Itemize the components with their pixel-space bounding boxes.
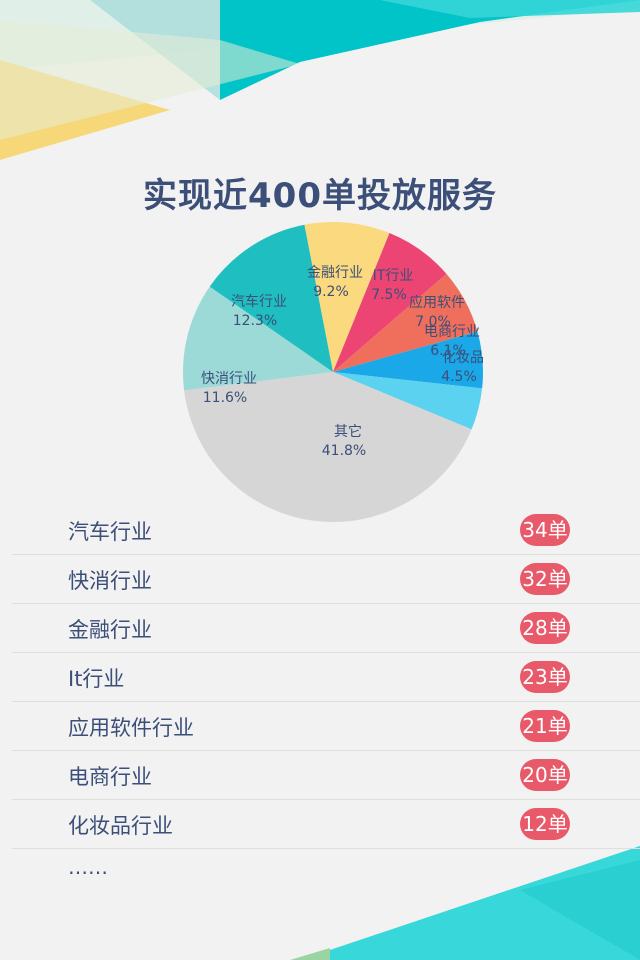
pie-value-1: 9.2%	[313, 284, 349, 300]
pie-slice-6	[184, 372, 472, 522]
pie-value-5: 4.5%	[441, 369, 477, 385]
list-item: 化妆品行业 12单	[12, 800, 640, 849]
pie-label-6: 其它	[334, 423, 362, 440]
list-item-label: It行业	[68, 667, 125, 691]
page-title: 实现近400单投放服务	[143, 176, 497, 216]
count-badge: 28单	[520, 612, 570, 644]
pie-value-7: 11.6%	[203, 390, 247, 406]
list-item: 汽车行业 34单	[12, 506, 640, 555]
pie-slice-5	[333, 372, 483, 430]
pie-label-7: 快消行业	[201, 371, 257, 387]
list-item: It行业 23单	[12, 653, 640, 702]
list-more-ellipsis: ……	[68, 855, 108, 879]
list-item-label: 应用软件行业	[68, 716, 194, 740]
list-item-label: 化妆品行业	[68, 814, 173, 838]
list-item-label: 电商行业	[68, 765, 152, 789]
industry-list: 汽车行业 34单快消行业 32单金融行业 28单 It行业 23单应用软件行业 21单电商行…	[12, 506, 640, 849]
pie-chart: 金融行业 9.2% IT行业 7.5% 应用软件 7.0%电商行业 6.1%化妆品 4.5% 其…	[183, 222, 484, 522]
pie-value-4: 6.1%	[430, 343, 466, 359]
pie-slice-8	[209, 224, 333, 372]
pie-slice-2	[333, 233, 447, 372]
list-item-label: 汽车行业	[68, 520, 152, 544]
pie-slice-4	[333, 331, 484, 389]
pie-label-5: 化妆品	[442, 350, 484, 366]
pie-label-8: 汽车行业	[231, 293, 287, 310]
count-badge: 23单	[520, 661, 570, 693]
pie-slice-7	[183, 286, 333, 391]
list-item: 快消行业 32单	[12, 555, 640, 604]
list-item: 应用软件行业 21单	[12, 702, 640, 751]
list-item: 电商行业 20单	[12, 751, 640, 800]
pie-label-3: 应用软件	[409, 294, 465, 311]
list-item: 金融行业 28单	[12, 604, 640, 653]
pie-label-2: IT行业	[373, 268, 414, 284]
pie-slice-3	[333, 273, 478, 372]
count-badge: 34单	[520, 514, 570, 546]
count-badge: 21单	[520, 710, 570, 742]
pie-slice-1	[304, 222, 390, 372]
pie-value-6: 41.8%	[322, 443, 366, 459]
pie-label-1: 金融行业	[307, 265, 363, 281]
count-badge: 32单	[520, 563, 570, 595]
count-badge: 20单	[520, 759, 570, 791]
pie-value-8: 12.3%	[233, 313, 277, 329]
list-item-label: 金融行业	[68, 618, 152, 642]
count-badge: 12单	[520, 808, 570, 840]
pie-value-3: 7.0%	[415, 314, 451, 330]
list-item-label: 快消行业	[68, 569, 152, 593]
pie-value-2: 7.5%	[371, 287, 407, 303]
pie-label-4: 电商行业	[424, 324, 480, 340]
